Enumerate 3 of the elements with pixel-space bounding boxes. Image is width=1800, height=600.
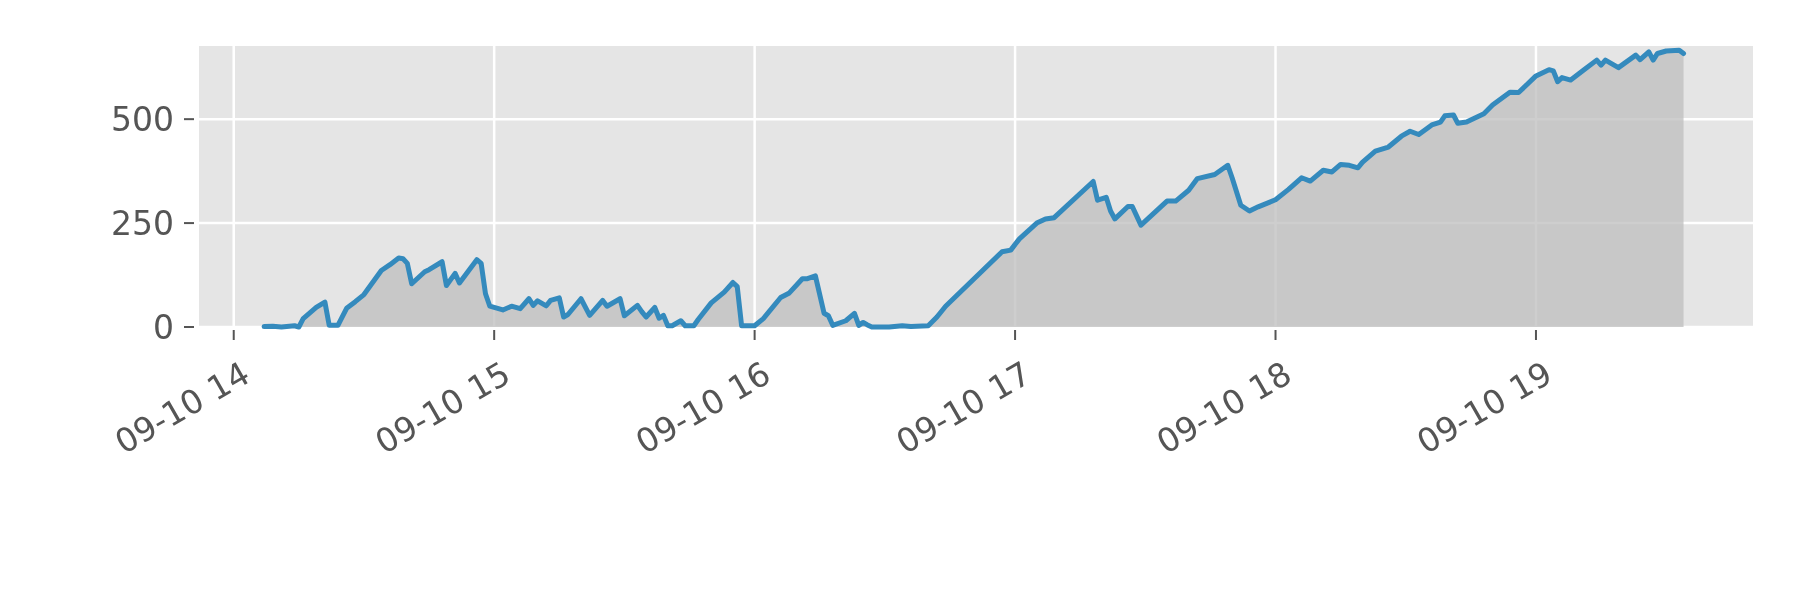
y-tick-label: 500 <box>111 99 174 139</box>
y-tick-label: 0 <box>153 307 174 347</box>
y-tick-label: 250 <box>111 203 174 243</box>
